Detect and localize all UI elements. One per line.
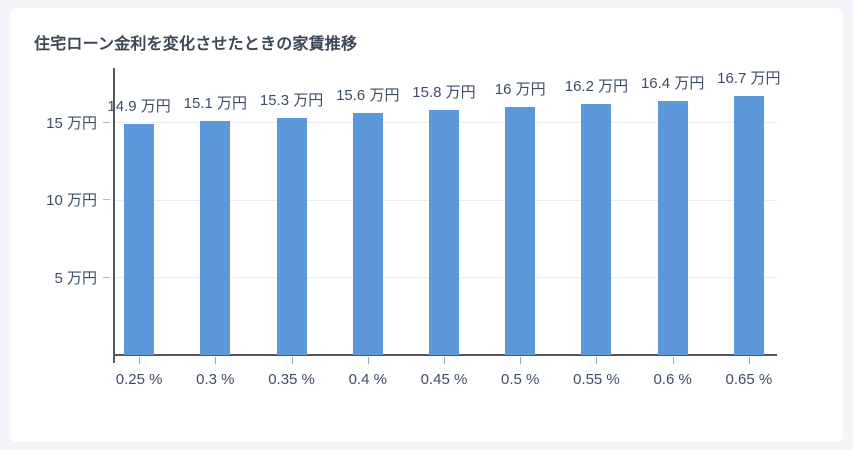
x-tick-mark	[596, 357, 598, 364]
bar-value-label: 15.3 万円	[259, 91, 324, 109]
bar-column-0.35%: 15.3 万円 0.35 %	[253, 68, 329, 388]
y-tick-row: 10 万円	[0, 190, 113, 210]
chart-title: 住宅ローン金利を変化させたときの家賃推移	[34, 36, 358, 53]
bar[interactable]	[733, 95, 764, 355]
x-category-label: 0.6 %	[653, 371, 692, 388]
y-tick-mark	[103, 276, 110, 278]
x-tick-mark	[215, 357, 217, 364]
bar-value-label: 16.4 万円	[640, 74, 705, 92]
x-category-label: 0.55 %	[573, 371, 620, 388]
bar[interactable]	[505, 106, 536, 355]
bar-value-label: 15.8 万円	[412, 83, 476, 101]
bar-column-0.4%: 15.6 万円 0.4 %	[330, 68, 406, 388]
bar-column-0.3%: 15.1 万円 0.3 %	[177, 68, 253, 388]
bar-column-0.5%: 16 万円 0.5 %	[482, 68, 558, 388]
bar[interactable]	[657, 100, 688, 355]
y-tick-label: 5 万円	[54, 269, 97, 287]
bar-value-label: 16.2 万円	[564, 77, 629, 95]
x-category-label: 0.3 %	[196, 371, 235, 388]
bar-column-0.45%: 15.8 万円 0.45 %	[406, 68, 482, 388]
x-category-label: 0.45 %	[420, 371, 468, 388]
x-tick-mark	[367, 357, 369, 364]
bar-column-0.55%: 16.2 万円 0.55 %	[558, 68, 634, 388]
x-category-label: 0.65 %	[725, 371, 773, 388]
y-tick-row: 5 万円	[0, 267, 113, 287]
bar[interactable]	[276, 117, 307, 355]
x-tick-mark	[672, 357, 674, 364]
y-tick-row: 15 万円	[0, 112, 113, 132]
x-category-label: 0.4 %	[348, 371, 387, 388]
x-tick-mark	[520, 357, 522, 364]
bar-plot-area: 14.9 万円 0.25 % 15.1 万円 0.3 % 15.3 万円 0.35 % 15…	[101, 68, 787, 388]
bar[interactable]	[124, 123, 155, 355]
bar[interactable]	[428, 109, 459, 355]
y-axis-line	[113, 68, 115, 363]
y-tick-mark	[103, 199, 110, 201]
bar[interactable]	[352, 113, 383, 355]
bar-column-0.25%: 14.9 万円 0.25 %	[101, 68, 177, 388]
y-axis-labels: 5 万円 10 万円 15 万円	[0, 68, 113, 355]
bar-value-label: 15.1 万円	[183, 94, 248, 112]
bar-value-label: 14.9 万円	[107, 97, 171, 115]
bar-value-label: 15.6 万円	[336, 87, 400, 104]
x-tick-mark	[139, 357, 141, 364]
y-tick-label: 15 万円	[46, 114, 97, 132]
x-tick-mark	[443, 357, 445, 364]
x-category-label: 0.25 %	[115, 371, 163, 388]
bar[interactable]	[581, 103, 612, 355]
bar-column-0.6%: 16.4 万円 0.6 %	[635, 68, 711, 388]
y-tick-mark	[103, 121, 110, 123]
bar-column-0.65%: 16.7 万円 0.65 %	[711, 68, 787, 388]
bar-value-label: 16 万円	[494, 80, 546, 98]
y-tick-label: 10 万円	[46, 192, 97, 210]
bar-value-label: 16.7 万円	[717, 69, 781, 87]
x-tick-mark	[291, 357, 293, 364]
x-category-label: 0.35 %	[268, 371, 315, 388]
bar[interactable]	[200, 120, 231, 355]
x-category-label: 0.5 %	[501, 371, 540, 388]
x-tick-mark	[748, 357, 750, 364]
